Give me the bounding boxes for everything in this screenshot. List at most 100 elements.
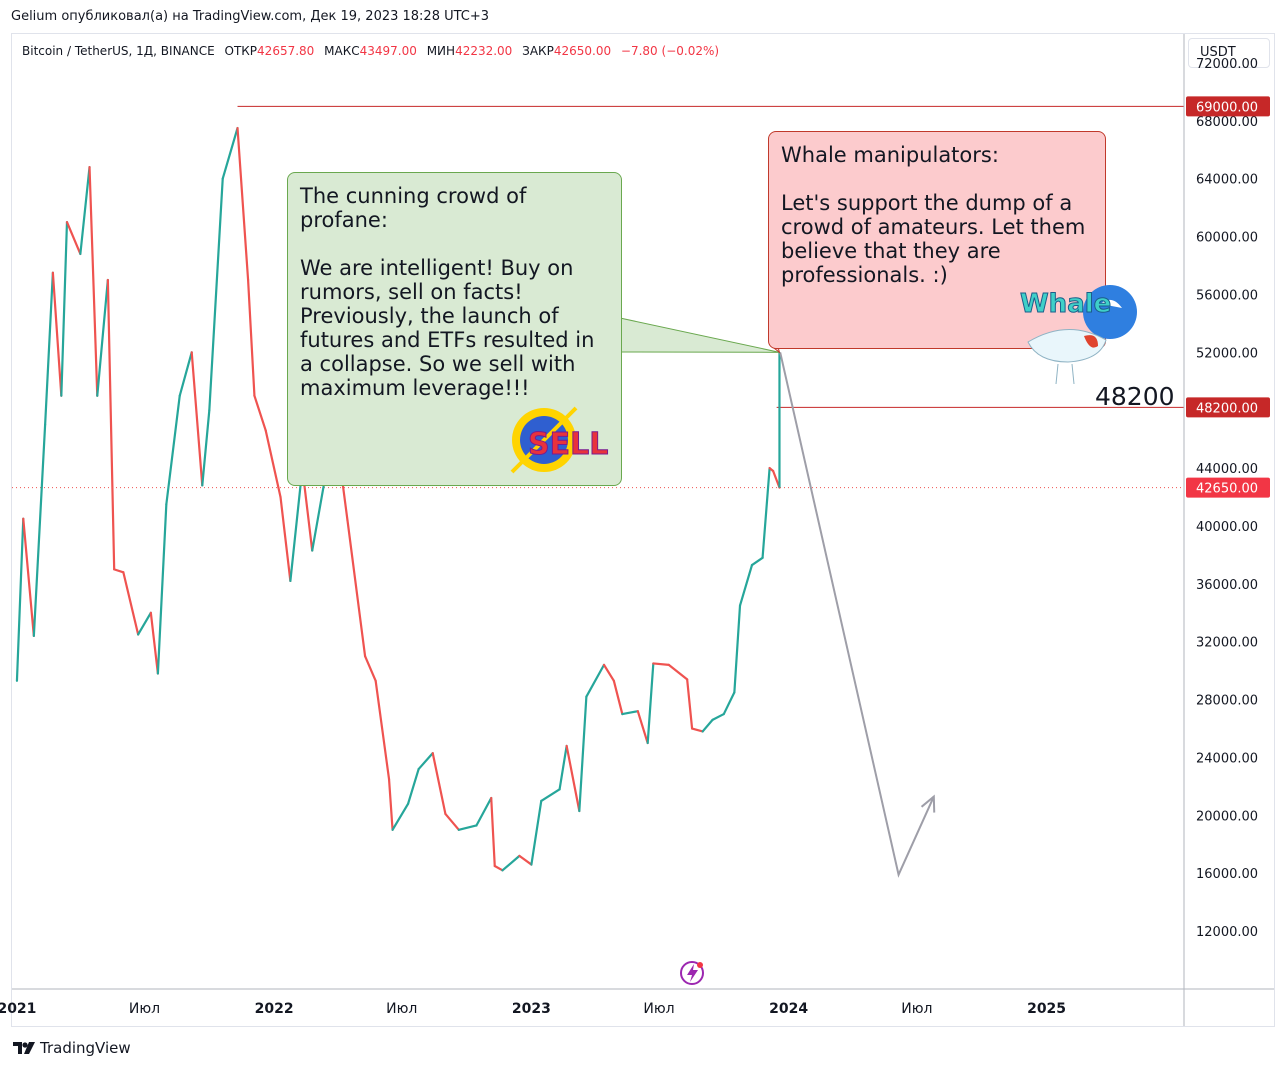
x-tick-label: 2025: [1027, 1001, 1066, 1017]
price-segment: [701, 718, 714, 733]
y-tick-label: 56000.00: [1196, 288, 1258, 303]
y-tick-label: 40000.00: [1196, 520, 1258, 535]
y-tick-label: 36000.00: [1196, 578, 1258, 593]
price-segment: [406, 767, 420, 805]
price-segment: [113, 568, 125, 574]
price-segment: [690, 727, 704, 733]
price-segment: [363, 655, 377, 682]
x-tick-label: Июл: [901, 1001, 932, 1017]
price-segment: [431, 752, 447, 816]
price-segment: [501, 854, 521, 872]
whale-logo: Whale: [1020, 285, 1137, 385]
price-segment: [738, 563, 754, 607]
price-segment: [733, 604, 742, 694]
projection-path: [779, 352, 935, 878]
price-segment: [137, 611, 152, 636]
sell-logo-text: SELL: [528, 427, 608, 462]
price-segment: [253, 394, 267, 432]
price-segment: [106, 278, 116, 571]
price-segment: [44, 271, 54, 426]
currency-selector[interactable]: USDT: [1188, 38, 1270, 68]
change-value: −7.80 (−0.02%): [620, 44, 720, 58]
price-segment: [636, 710, 649, 745]
x-tick-label: 2022: [255, 1001, 294, 1017]
price-segment: [264, 429, 282, 499]
y-tick-label: 12000.00: [1196, 925, 1258, 940]
price-label-bg: [1186, 477, 1270, 498]
price-segment: [190, 351, 204, 487]
lightning-icon[interactable]: [680, 961, 704, 985]
price-segment: [391, 802, 410, 831]
symbol-name: Bitcoin / TetherUS, 1Д, BINANCE: [22, 44, 215, 58]
price-segment: [60, 221, 69, 397]
y-tick-label: 72000.00: [1196, 57, 1258, 72]
price-segment: [493, 864, 504, 872]
price-segment: [15, 517, 25, 682]
y-tick-label: 28000.00: [1196, 694, 1258, 709]
price-segment: [578, 695, 588, 813]
price-segment: [667, 663, 689, 681]
open-label: ОТКР: [224, 44, 258, 58]
price-segment: [475, 796, 493, 827]
y-tick-label: 52000.00: [1196, 346, 1258, 361]
price-segment: [165, 394, 181, 506]
whale-logo-text: Whale: [1020, 289, 1111, 319]
price-segment: [621, 710, 639, 716]
x-tick-label: 2024: [769, 1001, 808, 1017]
x-tick-label: Июл: [129, 1001, 160, 1017]
price-segment: [490, 796, 496, 868]
price-segment: [178, 351, 193, 397]
x-tick-label: Июл: [386, 1001, 417, 1017]
whale-callout[interactable]: Whale manipulators: Let's support the du…: [768, 131, 1106, 349]
y-tick-label: 44000.00: [1196, 462, 1258, 477]
price-segment: [540, 788, 561, 802]
price-segment: [208, 177, 224, 412]
price-segment: [585, 663, 606, 698]
level-note: 48200: [1095, 382, 1175, 411]
y-tick-label: 60000.00: [1196, 231, 1258, 246]
crowd-callout-tail: [619, 317, 780, 353]
price-label: 69000.00: [1186, 96, 1270, 117]
open-value: 42657.80: [257, 44, 315, 58]
price-segment: [65, 221, 82, 256]
price-segment: [374, 679, 391, 781]
price-label-bg: [1186, 397, 1270, 418]
x-tick-label: Июл: [643, 1001, 674, 1017]
price-segment: [149, 611, 159, 675]
price-segment: [22, 517, 35, 638]
price-segment: [387, 778, 394, 831]
y-tick-label: 32000.00: [1196, 636, 1258, 651]
price-segment: [417, 752, 434, 771]
low-label: МИН: [426, 44, 456, 58]
symbol-info[interactable]: Bitcoin / TetherUS, 1Д, BINANCE ОТКР4265…: [22, 44, 719, 58]
price-segment: [279, 495, 292, 583]
price-segment: [711, 712, 725, 721]
price-segment: [457, 824, 478, 831]
close-label: ЗАКР: [522, 44, 554, 58]
price-label-text: 69000.00: [1196, 100, 1258, 115]
y-tick-label: 16000.00: [1196, 867, 1258, 882]
price-segment: [652, 662, 670, 666]
price-segment: [346, 519, 367, 658]
x-tick-label: 2023: [512, 1001, 551, 1017]
price-segment: [518, 854, 533, 866]
price-segment: [565, 744, 581, 813]
price-segment: [79, 166, 91, 256]
price-segment: [221, 126, 239, 180]
price-segment: [612, 679, 624, 716]
price-label: 42650.00: [1186, 477, 1270, 498]
low-value: 42232.00: [455, 44, 513, 58]
price-segment: [156, 503, 168, 675]
close-value: 42650.00: [553, 44, 612, 58]
chart-frame: [11, 33, 1275, 1027]
price-label-bg: [1186, 96, 1270, 117]
high-value: 43497.00: [359, 44, 417, 58]
price-segment: [246, 278, 256, 397]
price-segment: [96, 278, 109, 397]
price-segment: [201, 409, 211, 487]
price-segment: [122, 571, 140, 636]
publisher-line: Gelium опубликовал(а) на TradingView.com…: [11, 9, 490, 24]
tradingview-brand[interactable]: TradingView: [13, 1039, 131, 1057]
price-segment: [646, 662, 655, 745]
